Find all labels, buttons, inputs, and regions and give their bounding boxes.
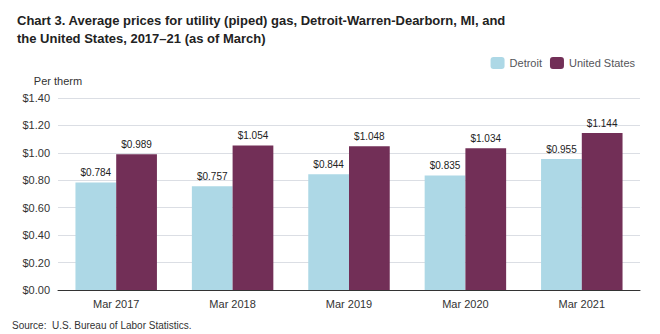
- svg-text:$1.20: $1.20: [22, 119, 50, 131]
- svg-text:$1.40: $1.40: [22, 92, 50, 104]
- svg-text:Chart 3. Average prices for ut: Chart 3. Average prices for utility (pip…: [17, 13, 505, 28]
- svg-text:United States: United States: [569, 57, 636, 69]
- svg-text:$1.048: $1.048: [354, 131, 385, 142]
- svg-text:$0.20: $0.20: [22, 257, 50, 269]
- svg-text:$1.144: $1.144: [587, 118, 618, 129]
- svg-text:$0.00: $0.00: [22, 284, 50, 296]
- svg-text:Mar 2020: Mar 2020: [442, 298, 488, 310]
- svg-text:Mar 2019: Mar 2019: [326, 298, 372, 310]
- svg-text:Per therm: Per therm: [34, 75, 82, 87]
- svg-text:$1.00: $1.00: [22, 147, 50, 159]
- svg-text:Mar 2021: Mar 2021: [559, 298, 605, 310]
- svg-text:Mar 2017: Mar 2017: [93, 298, 139, 310]
- svg-text:$0.60: $0.60: [22, 202, 50, 214]
- svg-text:Detroit: Detroit: [510, 57, 542, 69]
- svg-text:$0.835: $0.835: [430, 160, 461, 171]
- svg-text:$1.034: $1.034: [470, 133, 501, 144]
- svg-text:Source: U.S. Bureau of Labor: Source: U.S. Bureau of Labor Statistics.: [12, 320, 192, 331]
- svg-text:$0.989: $0.989: [121, 139, 152, 150]
- svg-text:$1.054: $1.054: [238, 130, 269, 141]
- svg-text:the United States, 2017–21 (as: the United States, 2017–21 (as of March): [17, 31, 266, 46]
- svg-text:$0.784: $0.784: [81, 167, 112, 178]
- svg-text:$0.40: $0.40: [22, 229, 50, 241]
- svg-text:$0.844: $0.844: [313, 159, 344, 170]
- svg-text:$0.955: $0.955: [546, 144, 577, 155]
- svg-text:$0.757: $0.757: [197, 171, 228, 182]
- svg-text:$0.80: $0.80: [22, 174, 50, 186]
- svg-text:Mar 2018: Mar 2018: [209, 298, 255, 310]
